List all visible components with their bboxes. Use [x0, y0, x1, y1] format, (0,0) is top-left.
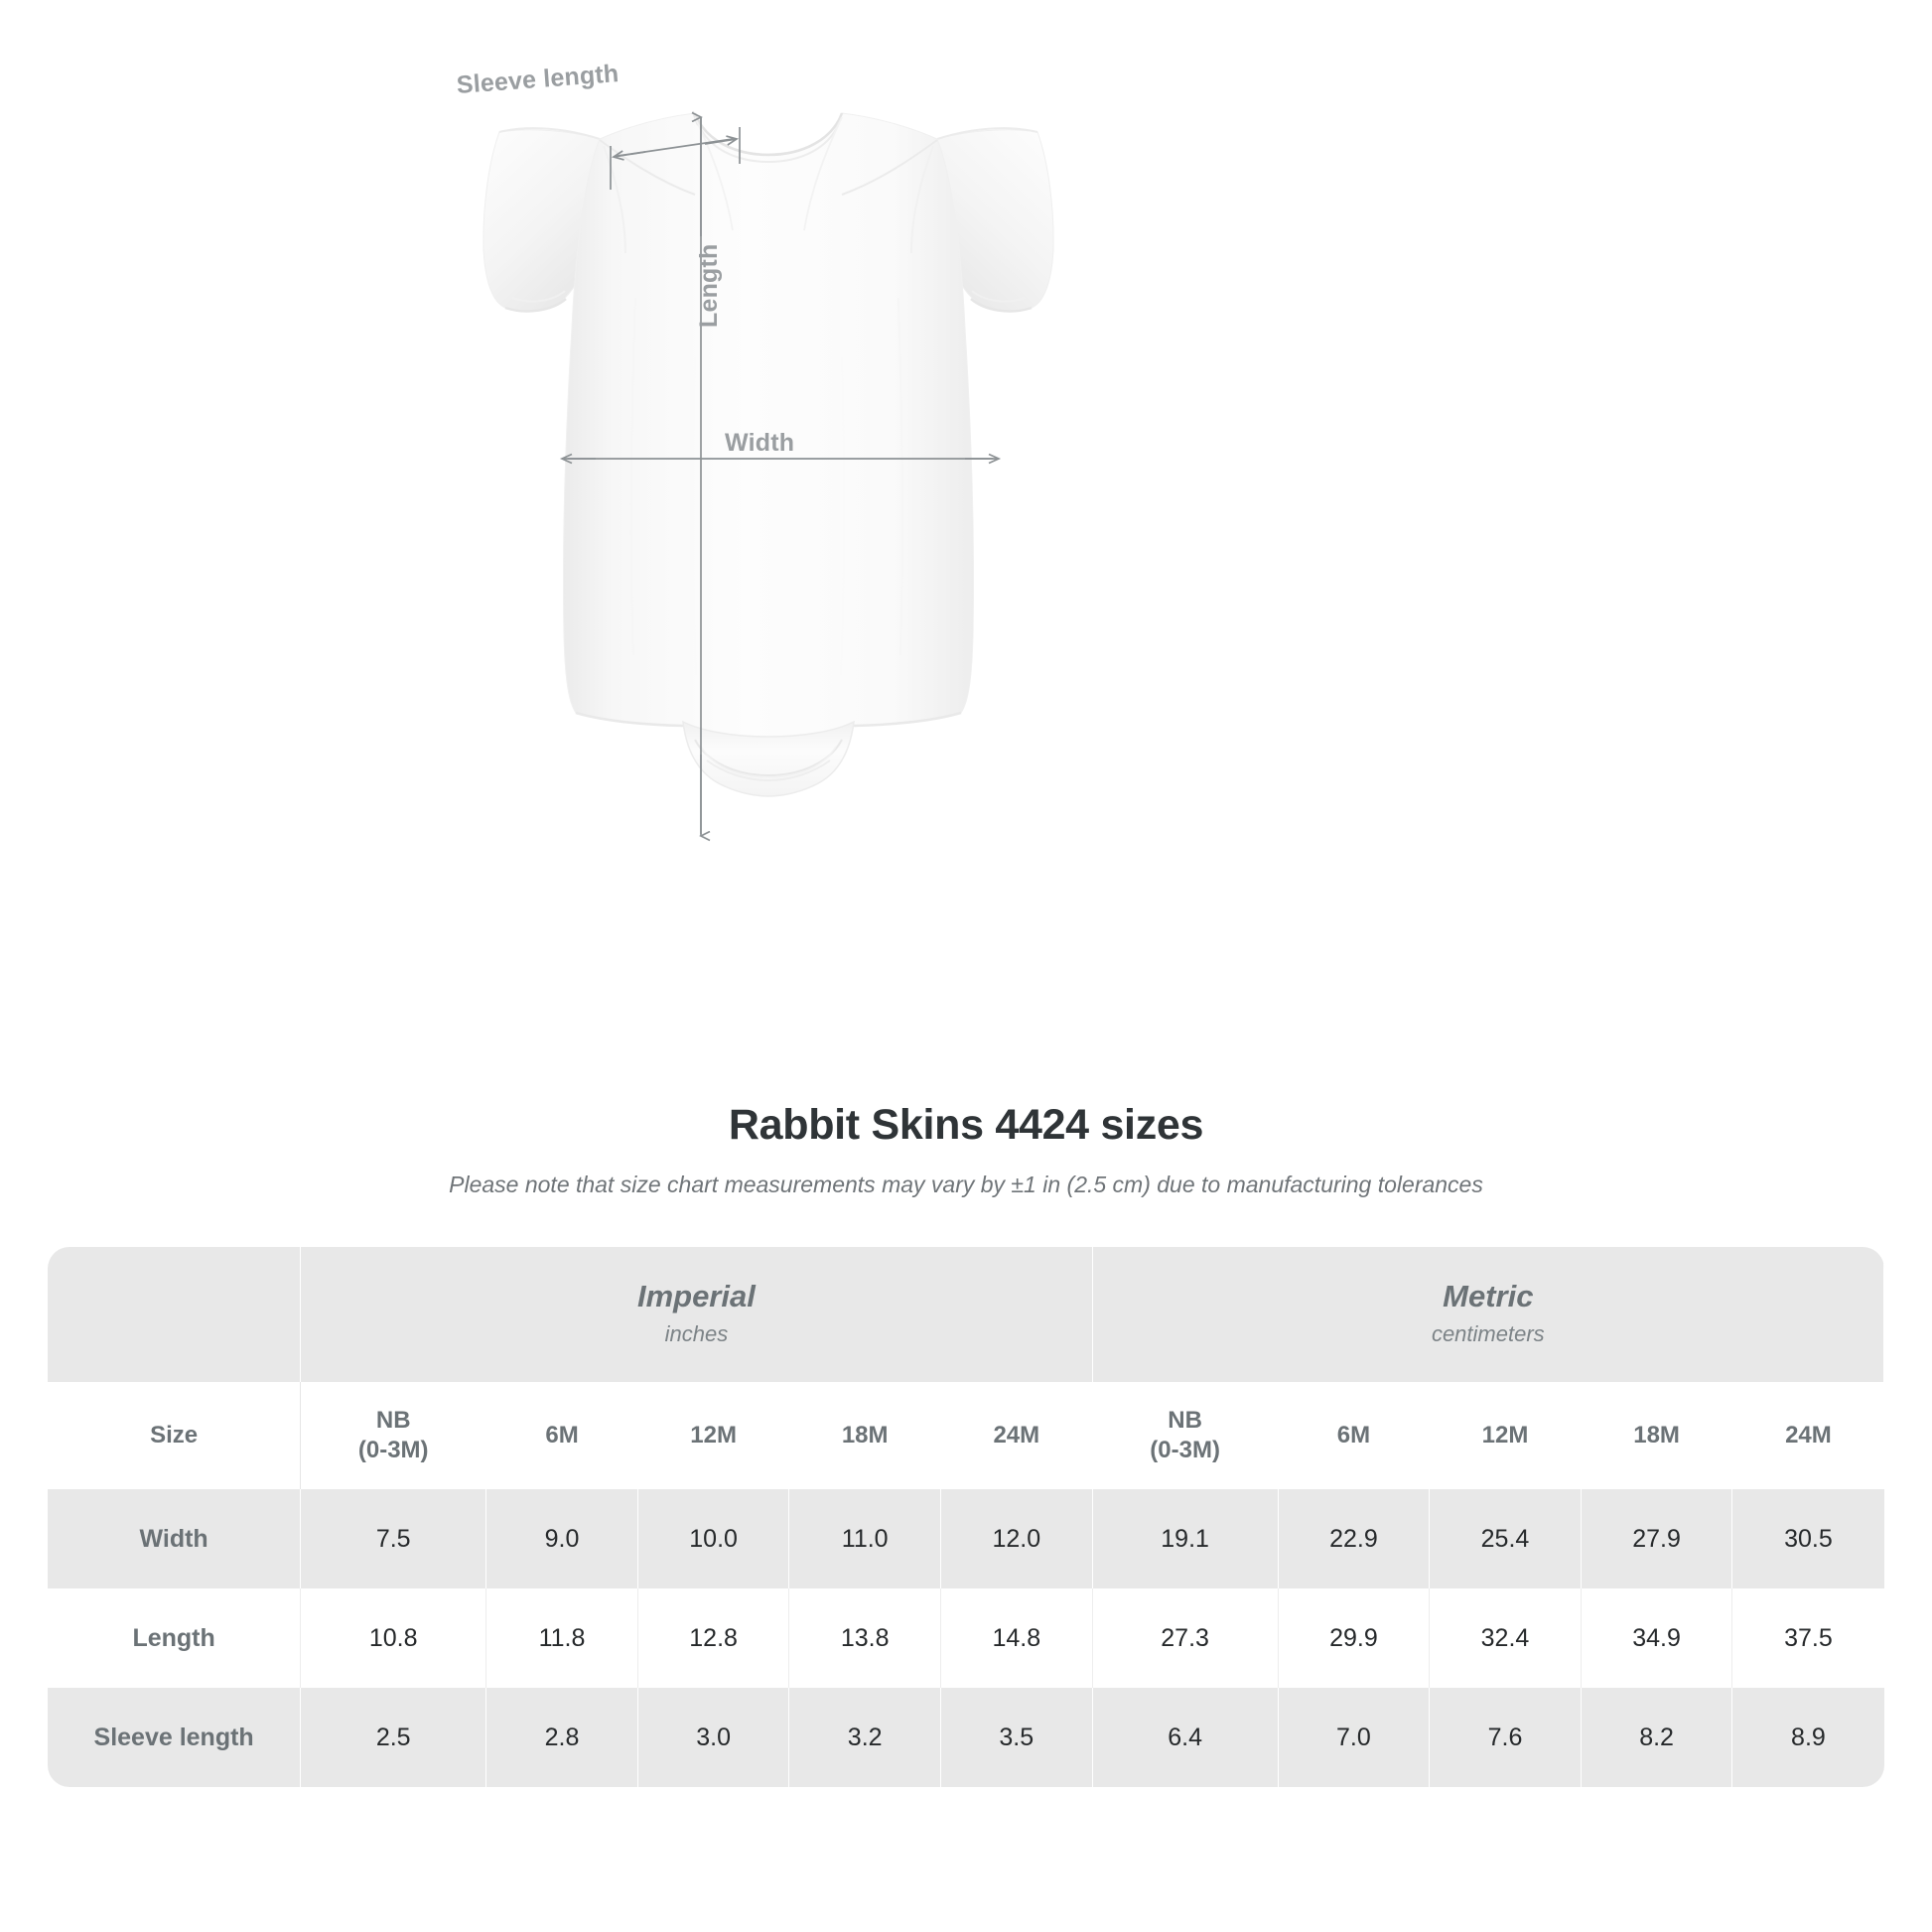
cell-width-metric-24m: 30.5: [1784, 1524, 1833, 1553]
cell-sleeve-imperial-6m: 2.8: [485, 1688, 638, 1788]
column-header-metric-24m: 24M: [1731, 1382, 1884, 1490]
column-header-metric-6m: 6M: [1278, 1382, 1431, 1490]
cell-length-metric-18m: 34.9: [1581, 1588, 1733, 1689]
unit-group-metric-sub: centimeters: [1431, 1321, 1545, 1347]
cell-length-imperial-24m: 14.8: [940, 1588, 1093, 1689]
cell-sleeve-imperial-18m: 3.2: [788, 1688, 941, 1788]
cell-length-metric-24m: 37.5: [1784, 1623, 1833, 1652]
unit-group-imperial-sub: inches: [664, 1321, 729, 1347]
column-header-metric-18m: 18M: [1581, 1382, 1733, 1490]
table-row: Sleeve length 2.5 2.8 3.0 3.2 3.5 6.4 7.…: [48, 1688, 1884, 1788]
unit-group-imperial-name: Imperial: [636, 1278, 756, 1313]
cell-width-imperial-24m: 12.0: [940, 1489, 1093, 1589]
cell-sleeve-metric-12m: 7.6: [1429, 1688, 1582, 1788]
cell-width-metric-nb: 19.1: [1091, 1489, 1279, 1589]
length-dimension-label: Length: [695, 243, 723, 328]
cell-sleeve-imperial-nb: 2.5: [300, 1688, 487, 1788]
garment-illustration: Sleeve length Length Width: [456, 60, 1054, 1092]
row-label-width: Width: [48, 1489, 302, 1589]
column-header-metric-nb: NB (0-3M): [1091, 1382, 1279, 1490]
cell-sleeve-metric-nb: 6.4: [1091, 1688, 1279, 1788]
column-header-imperial-12m: 12M: [637, 1382, 790, 1490]
cell-sleeve-metric-24m: 8.9: [1791, 1723, 1826, 1751]
unit-group-row: Imperial inches Metric centimeters: [48, 1247, 1884, 1383]
cell-sleeve-imperial-24m: 3.5: [940, 1688, 1093, 1788]
cell-width-imperial-12m: 10.0: [637, 1489, 790, 1589]
cell-length-imperial-nb: 10.8: [300, 1588, 487, 1689]
width-dimension-label: Width: [725, 429, 795, 457]
page-title: Rabbit Skins 4424 sizes: [728, 1101, 1204, 1149]
unit-group-metric: Metric centimeters: [1092, 1247, 1884, 1383]
column-header-label: NB: [1168, 1407, 1202, 1435]
cell-width-imperial-6m: 9.0: [485, 1489, 638, 1589]
cell-length-imperial-12m: 12.8: [637, 1588, 790, 1689]
row-label-sleeve-length: Sleeve length: [48, 1688, 302, 1788]
cell-sleeve-imperial-12m: 3.0: [637, 1688, 790, 1788]
unit-group-metric-name: Metric: [1443, 1278, 1534, 1313]
cell-length-imperial-18m: 13.8: [788, 1588, 941, 1689]
cell-sleeve-metric-18m: 8.2: [1581, 1688, 1733, 1788]
cell-width-metric-18m: 27.9: [1581, 1489, 1733, 1589]
cell-length-metric-6m: 29.9: [1278, 1588, 1431, 1689]
cell-width-imperial-18m: 11.0: [788, 1489, 941, 1589]
unit-row-spacer: [48, 1247, 302, 1383]
cell-width-imperial-nb: 7.5: [300, 1489, 487, 1589]
column-header-imperial-6m: 6M: [485, 1382, 638, 1490]
size-chart-table: Imperial inches Metric centimeters Size …: [48, 1247, 1884, 1788]
table-row: Width 7.5 9.0 10.0 11.0 12.0 19.1 22.9 2…: [48, 1489, 1884, 1589]
column-header-imperial-24m: 24M: [940, 1382, 1093, 1490]
column-header-imperial-nb: NB (0-3M): [300, 1382, 487, 1490]
cell-width-metric-12m: 25.4: [1429, 1489, 1582, 1589]
title-block: Rabbit Skins 4424 sizes Please note that…: [0, 1101, 1932, 1200]
cell-length-metric-nb: 27.3: [1091, 1588, 1279, 1689]
table-row: Length 10.8 11.8 12.8 13.8 14.8 27.3 29.…: [48, 1588, 1884, 1689]
baby-bodysuit-drawing: [483, 110, 1054, 1092]
cell-length-imperial-6m: 11.8: [485, 1588, 638, 1689]
page-subtitle: Please note that size chart measurements…: [449, 1172, 1483, 1198]
row-label-length: Length: [48, 1588, 302, 1689]
column-header-sublabel: (0-3M): [357, 1437, 429, 1464]
cell-width-metric-6m: 22.9: [1278, 1489, 1431, 1589]
column-header-sublabel: (0-3M): [1150, 1437, 1220, 1464]
cell-sleeve-metric-6m: 7.0: [1278, 1688, 1431, 1788]
size-header-row: Size NB (0-3M) 6M 12M 18M 24M NB (0-3M) …: [48, 1382, 1884, 1490]
size-chart-table-wrapper: Imperial inches Metric centimeters Size …: [48, 1247, 1884, 1788]
unit-group-imperial: Imperial inches: [300, 1247, 1093, 1383]
column-header-label: NB: [375, 1407, 411, 1435]
cell-length-metric-12m: 32.4: [1429, 1588, 1582, 1689]
column-header-imperial-18m: 18M: [788, 1382, 941, 1490]
size-header-label: Size: [48, 1382, 302, 1490]
column-header-metric-12m: 12M: [1429, 1382, 1582, 1490]
